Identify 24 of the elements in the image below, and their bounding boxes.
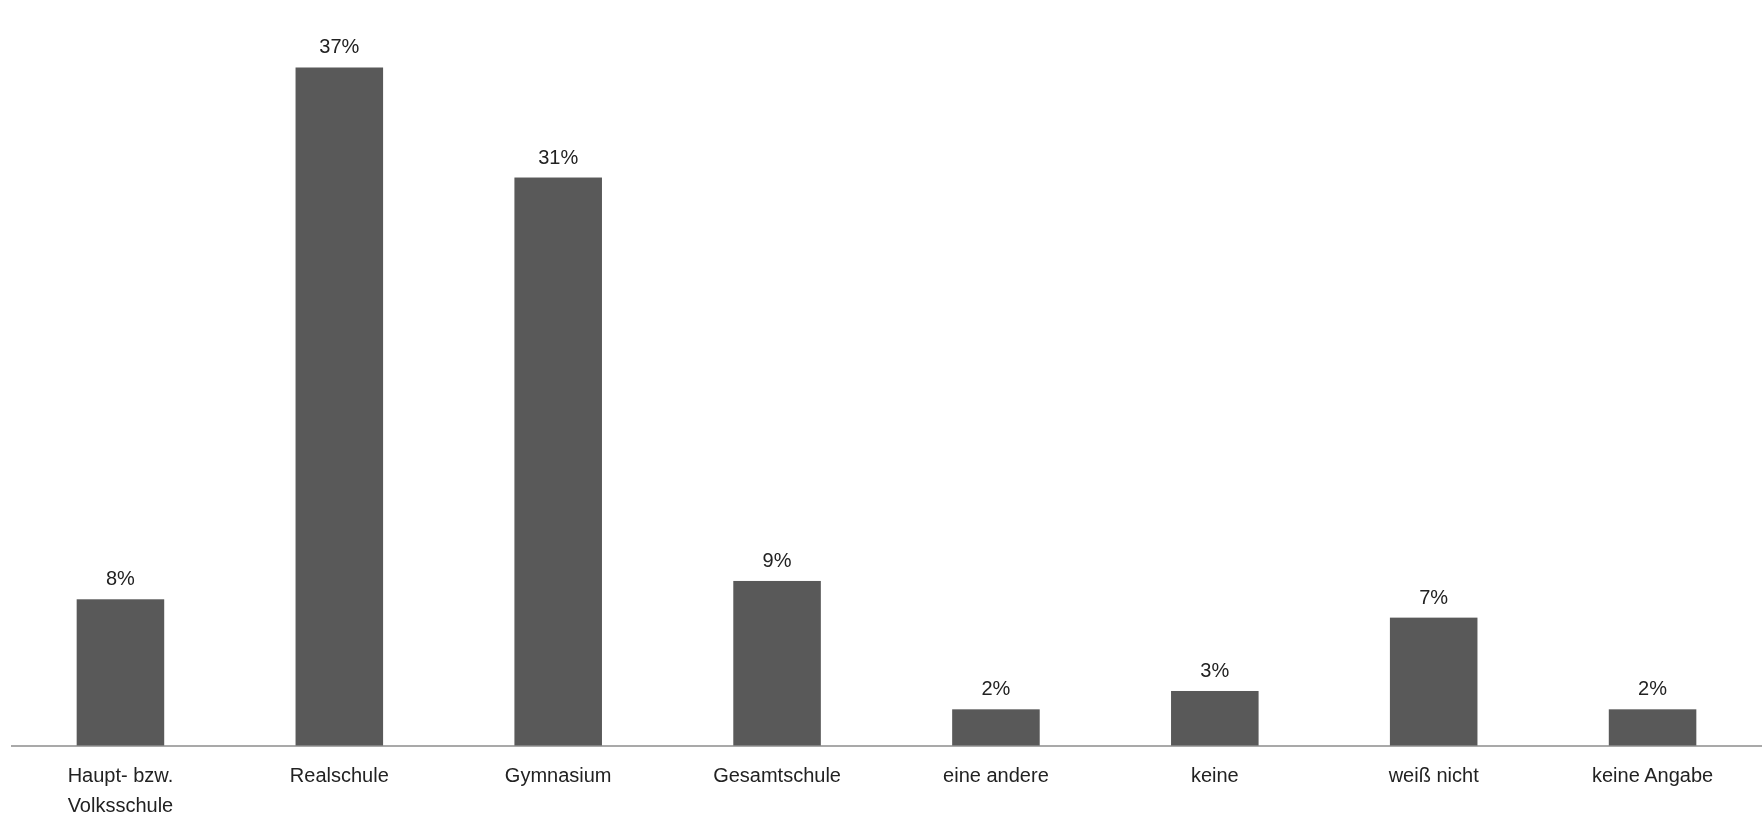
data-label: 3%	[1200, 658, 1230, 681]
x-tick-label: eine andere	[943, 764, 1049, 786]
x-tick-label: Haupt- bzw. Volksschule	[67, 764, 174, 816]
bar	[733, 580, 821, 746]
x-tick-label: keine	[1190, 764, 1239, 786]
bar	[76, 599, 165, 746]
x-tick-label: keine Angabe	[1591, 764, 1714, 786]
bar	[952, 709, 1040, 746]
data-label: 2%	[1638, 677, 1668, 700]
x-tick-label: weiß nicht	[1387, 764, 1480, 786]
data-label: 7%	[1419, 585, 1449, 608]
data-label: 31%	[538, 145, 579, 168]
data-label: 8%	[105, 567, 136, 590]
x-tick-label: Realschule	[289, 764, 389, 786]
data-label: 37%	[319, 35, 360, 58]
bar	[514, 177, 602, 746]
bar	[1171, 690, 1259, 746]
bar	[1608, 709, 1697, 746]
x-tick-label: Gesamtschule	[713, 764, 841, 786]
bar	[295, 67, 384, 746]
x-tick-label: Gymnasium	[504, 764, 612, 786]
bar	[1389, 617, 1478, 746]
data-label: 9%	[762, 548, 792, 571]
data-label: 2%	[981, 677, 1011, 700]
